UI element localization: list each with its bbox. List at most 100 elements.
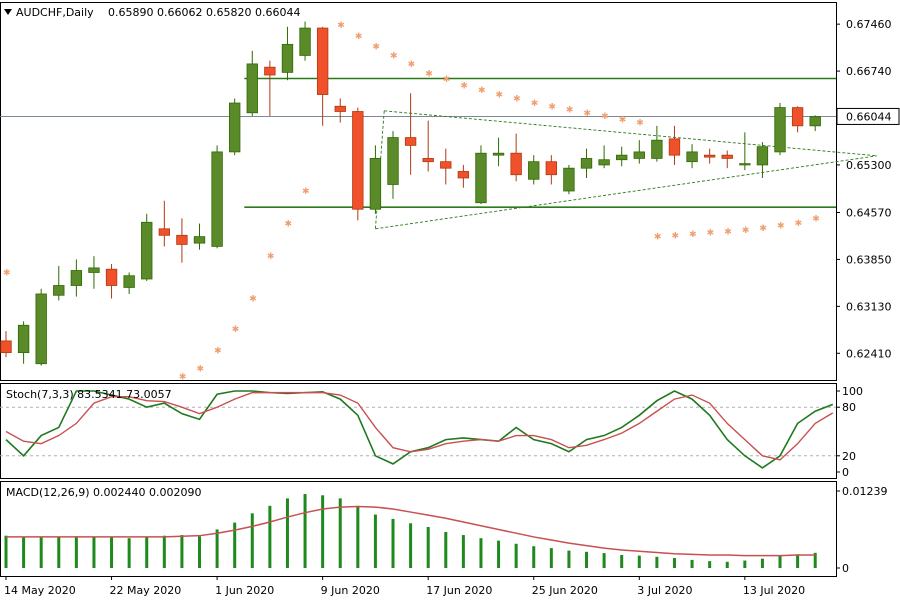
candle — [563, 164, 575, 195]
ohlc-values: 0.65890 0.66062 0.65820 0.66044 — [108, 6, 300, 19]
candle-body — [88, 267, 100, 273]
psar-dot: ✱ — [636, 119, 644, 129]
candle — [739, 132, 751, 171]
candle-body — [105, 268, 118, 286]
macd-histogram-bar — [514, 543, 518, 568]
psar-dot: ✱ — [619, 115, 627, 125]
macd-histogram-bar — [215, 529, 219, 568]
stoch-axis-label: 20 — [842, 450, 856, 463]
triangle-trendline — [384, 110, 877, 157]
psar-dot: ✱ — [408, 60, 416, 70]
candle — [475, 145, 487, 205]
time-axis-label: 1 Jun 2020 — [215, 584, 274, 597]
stoch-signal-line — [5, 391, 834, 461]
candle — [528, 155, 540, 185]
psar-dot: ✱ — [443, 75, 451, 85]
candle — [70, 259, 83, 297]
candle — [105, 263, 118, 299]
macd-histogram-bar — [813, 552, 817, 568]
stoch-axis-label: 100 — [842, 385, 863, 398]
psar-dot: ✱ — [759, 224, 767, 234]
candle-body — [703, 154, 716, 158]
candle — [0, 331, 12, 358]
macd-panel: 0.01239 0 MACD(12,26,9) 0.002440 0.002090 — [4, 485, 888, 575]
macd-histogram-bar — [602, 553, 606, 568]
psar-dot: ✱ — [812, 214, 820, 224]
psar-dot: ✱ — [795, 219, 803, 229]
price-axis-label: 0.67460 — [846, 18, 892, 31]
candle — [316, 26, 329, 126]
candle — [616, 146, 628, 167]
macd-axis-label: 0 — [842, 562, 849, 575]
macd-histogram-bar — [672, 558, 676, 568]
macd-histogram-bar — [690, 559, 694, 568]
psar-dot: ✱ — [425, 70, 433, 80]
macd-histogram-bar — [22, 537, 26, 568]
candle — [246, 50, 258, 117]
candle — [17, 321, 30, 364]
candle — [229, 98, 241, 156]
candle-body — [352, 111, 364, 210]
time-axis-label: 3 Jul 2020 — [637, 584, 692, 597]
time-axis-label: 9 Jun 2020 — [321, 584, 380, 597]
candle-body — [0, 340, 12, 354]
candle — [299, 21, 311, 61]
macd-histogram-bar — [74, 536, 78, 568]
macd-signal-line — [6, 505, 816, 557]
candle-body — [528, 161, 540, 180]
time-axis-label: 13 Jul 2020 — [743, 584, 805, 597]
macd-histogram-bar — [743, 560, 747, 568]
candle — [580, 148, 593, 178]
macd-histogram-bar — [4, 535, 8, 568]
panel-frame-3 — [0, 481, 837, 577]
candle — [668, 125, 681, 165]
macd-histogram-bar — [39, 537, 43, 568]
psar-dot: ✱ — [460, 81, 468, 91]
candle — [686, 144, 698, 169]
candle-body — [176, 234, 188, 245]
psar-dot: ✱ — [724, 227, 732, 237]
candle — [510, 133, 522, 182]
psar-dot: ✱ — [3, 268, 11, 278]
time-axis-label: 22 May 2020 — [110, 584, 182, 597]
macd-histogram-bar — [233, 522, 237, 568]
macd-histogram-bar — [778, 555, 782, 568]
macd-histogram-bar — [796, 554, 800, 568]
macd-histogram-bar — [461, 535, 465, 568]
candle-body — [264, 66, 276, 76]
candle-body — [369, 158, 382, 210]
psar-dot: ✱ — [337, 21, 345, 31]
candle-body — [510, 152, 522, 176]
psar-dot: ✱ — [513, 94, 521, 104]
candle-body — [809, 116, 821, 127]
candle — [721, 150, 733, 169]
candle-body — [123, 275, 135, 288]
macd-histogram-bar — [127, 538, 131, 568]
macd-histogram-bar — [92, 536, 96, 568]
psar-dot: ✱ — [355, 32, 363, 42]
macd-histogram-bar — [497, 540, 501, 568]
price-panel: 0.674600.667400.660200.653000.645700.638… — [0, 6, 900, 383]
psar-dot: ✱ — [302, 187, 310, 197]
candle-body — [756, 146, 769, 166]
candle-body — [53, 285, 65, 296]
current-price-label: 0.66044 — [846, 110, 892, 123]
psar-dot: ✱ — [390, 51, 398, 61]
candle-body — [70, 270, 83, 286]
macd-histogram-bar — [110, 537, 114, 568]
candle-body — [316, 27, 329, 95]
candle — [369, 145, 382, 214]
candle-body — [633, 151, 645, 159]
candle — [651, 125, 663, 162]
candle — [334, 98, 346, 123]
psar-dot: ✱ — [197, 364, 205, 374]
time-axis-label: 14 May 2020 — [4, 584, 76, 597]
stoch-panel: 100 80 20 0 Stoch(7,3,3) 83.5341 73.0057 — [0, 385, 863, 479]
candle — [598, 145, 610, 169]
macd-histogram-bar — [145, 536, 149, 568]
psar-dot: ✱ — [742, 226, 750, 236]
candle-body — [668, 138, 681, 156]
candle — [756, 142, 769, 178]
